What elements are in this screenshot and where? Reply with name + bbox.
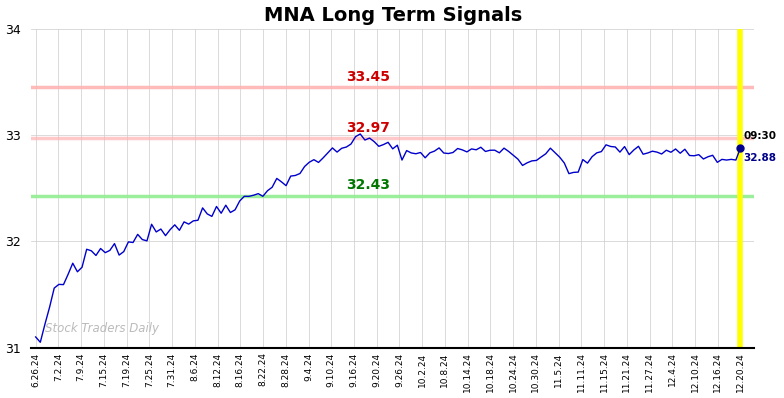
Text: 09:30: 09:30 (744, 131, 777, 142)
Text: 33.45: 33.45 (346, 70, 390, 84)
Text: 32.97: 32.97 (346, 121, 390, 135)
Point (735, 145, 747, 151)
Text: Stock Traders Daily: Stock Traders Daily (45, 322, 159, 335)
Text: 32.88: 32.88 (744, 153, 777, 163)
Title: MNA Long Term Signals: MNA Long Term Signals (263, 6, 522, 25)
Text: 32.43: 32.43 (346, 178, 390, 193)
